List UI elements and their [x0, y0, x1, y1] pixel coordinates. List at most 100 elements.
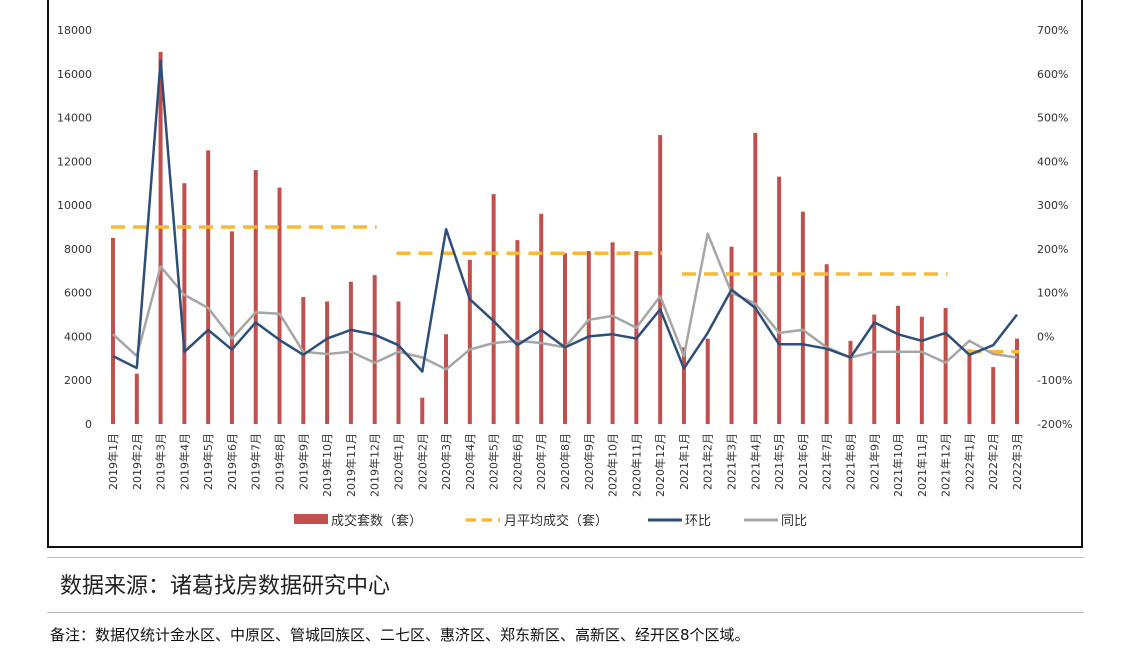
bar [444, 334, 449, 424]
bar [420, 397, 425, 424]
x-tick-label: 2020年10月 [606, 433, 620, 497]
right-tick-label: 500% [1037, 112, 1068, 125]
bar [896, 305, 901, 424]
legend-label: 环比 [685, 514, 711, 529]
x-tick-label: 2021年11月 [915, 433, 929, 497]
bar [705, 338, 710, 424]
x-tick-label: 2020年8月 [558, 433, 572, 490]
x-tick-label: 2019年9月 [296, 433, 310, 490]
divider [47, 557, 1084, 558]
bar [919, 316, 924, 424]
left-y-axis: 0 2000 4000 6000 8000 10000 12000 14000 16000 180… [57, 24, 92, 431]
x-tick-label: 2020年5月 [487, 433, 501, 490]
right-tick-label: 200% [1037, 243, 1068, 256]
bar [372, 275, 377, 424]
legend: 成交套数（套） 月平均成交（套） 环比 同比 [294, 513, 807, 529]
x-tick-label: 2019年1月 [106, 433, 120, 490]
x-tick-label: 2020年9月 [582, 433, 596, 490]
x-tick-label: 2020年11月 [629, 433, 643, 497]
x-tick-label: 2022年1月 [962, 433, 976, 490]
bar [253, 170, 258, 424]
left-tick-label: 2000 [64, 374, 92, 387]
bar [991, 367, 996, 424]
left-tick-label: 16000 [57, 68, 92, 81]
x-tick-label: 2020年2月 [415, 433, 429, 490]
bar [658, 135, 663, 425]
average-series [111, 225, 1019, 354]
right-tick-label: 0% [1037, 330, 1054, 343]
legend-label: 成交套数（套） [331, 513, 422, 529]
left-tick-label: 12000 [57, 155, 92, 168]
x-tick-label: 2021年3月 [725, 433, 739, 490]
x-tick-label: 2020年7月 [534, 433, 548, 490]
mom-line [112, 59, 1018, 373]
bar [563, 253, 567, 424]
x-tick-label: 2019年8月 [273, 433, 287, 490]
bar [182, 183, 187, 424]
combo-chart: 0 2000 4000 6000 8000 10000 12000 14000 16000 180… [57, 24, 1072, 529]
x-tick-label: 2019年7月 [249, 433, 263, 490]
bar [777, 176, 782, 424]
bar [943, 307, 948, 424]
bar [158, 51, 163, 425]
x-tick-label: 2021年9月 [867, 433, 881, 490]
x-tick-label: 2019年5月 [201, 433, 215, 490]
right-tick-label: -100% [1037, 374, 1072, 387]
legend-label: 同比 [781, 514, 807, 529]
bar [800, 211, 805, 424]
bar [681, 347, 686, 424]
left-tick-label: 10000 [57, 199, 92, 212]
left-tick-label: 6000 [64, 287, 92, 300]
bar [824, 264, 829, 424]
chart-frame [47, 0, 1083, 548]
bar [1015, 338, 1019, 424]
x-tick-label: 2019年3月 [154, 433, 168, 490]
x-tick-label: 2019年4月 [177, 433, 191, 490]
x-tick-label: 2021年10月 [891, 433, 905, 497]
x-tick-label: 2020年1月 [391, 433, 405, 490]
bar [491, 194, 496, 424]
right-y-axis: -200% -100% 0% 100% 200% 300% 400% 500% 600% 700% [1037, 24, 1072, 431]
bar [872, 314, 877, 424]
left-tick-label: 4000 [64, 330, 92, 343]
bar [206, 150, 211, 424]
bar-series [111, 51, 1019, 425]
x-tick-label: 2021年7月 [820, 433, 834, 490]
bar [515, 240, 520, 424]
x-tick-label: 2019年10月 [320, 433, 334, 497]
x-tick-label: 2020年4月 [463, 433, 477, 490]
right-tick-label: 700% [1037, 24, 1068, 37]
right-tick-label: 600% [1037, 68, 1068, 81]
x-tick-label: 2019年2月 [130, 433, 144, 490]
right-tick-label: -200% [1037, 418, 1072, 431]
x-tick-label: 2019年11月 [344, 433, 358, 497]
bar [325, 301, 330, 424]
bar [729, 246, 734, 424]
x-tick-label: 2021年12月 [939, 433, 953, 497]
x-tick-label: 2020年12月 [653, 433, 667, 497]
x-tick-label: 2020年3月 [439, 433, 453, 490]
bar [967, 349, 972, 424]
bar [396, 301, 401, 424]
divider [47, 612, 1084, 613]
right-tick-label: 300% [1037, 199, 1068, 212]
bar [539, 213, 544, 424]
line-series [112, 59, 1018, 373]
x-tick-label: 2022年3月 [1010, 433, 1024, 490]
bar [753, 132, 758, 424]
bar [301, 297, 306, 424]
x-tick-label: 2021年1月 [677, 433, 691, 490]
legend-label: 月平均成交（套） [504, 513, 608, 529]
x-tick-label: 2021年8月 [843, 433, 857, 490]
left-tick-label: 0 [85, 418, 92, 431]
x-axis-labels: 2019年1月 2019年2月 2019年3月 2019年4月 2019年5月 2019年… [106, 433, 1024, 497]
x-tick-label: 2021年6月 [796, 433, 810, 490]
x-tick-label: 2021年5月 [772, 433, 786, 490]
bar [277, 187, 282, 424]
x-tick-label: 2019年6月 [225, 433, 239, 490]
x-tick-label: 2019年12月 [368, 433, 382, 497]
right-tick-label: 400% [1037, 155, 1068, 168]
bar [467, 259, 472, 424]
x-tick-label: 2020年6月 [510, 433, 524, 490]
x-tick-label: 2022年2月 [986, 433, 1000, 490]
